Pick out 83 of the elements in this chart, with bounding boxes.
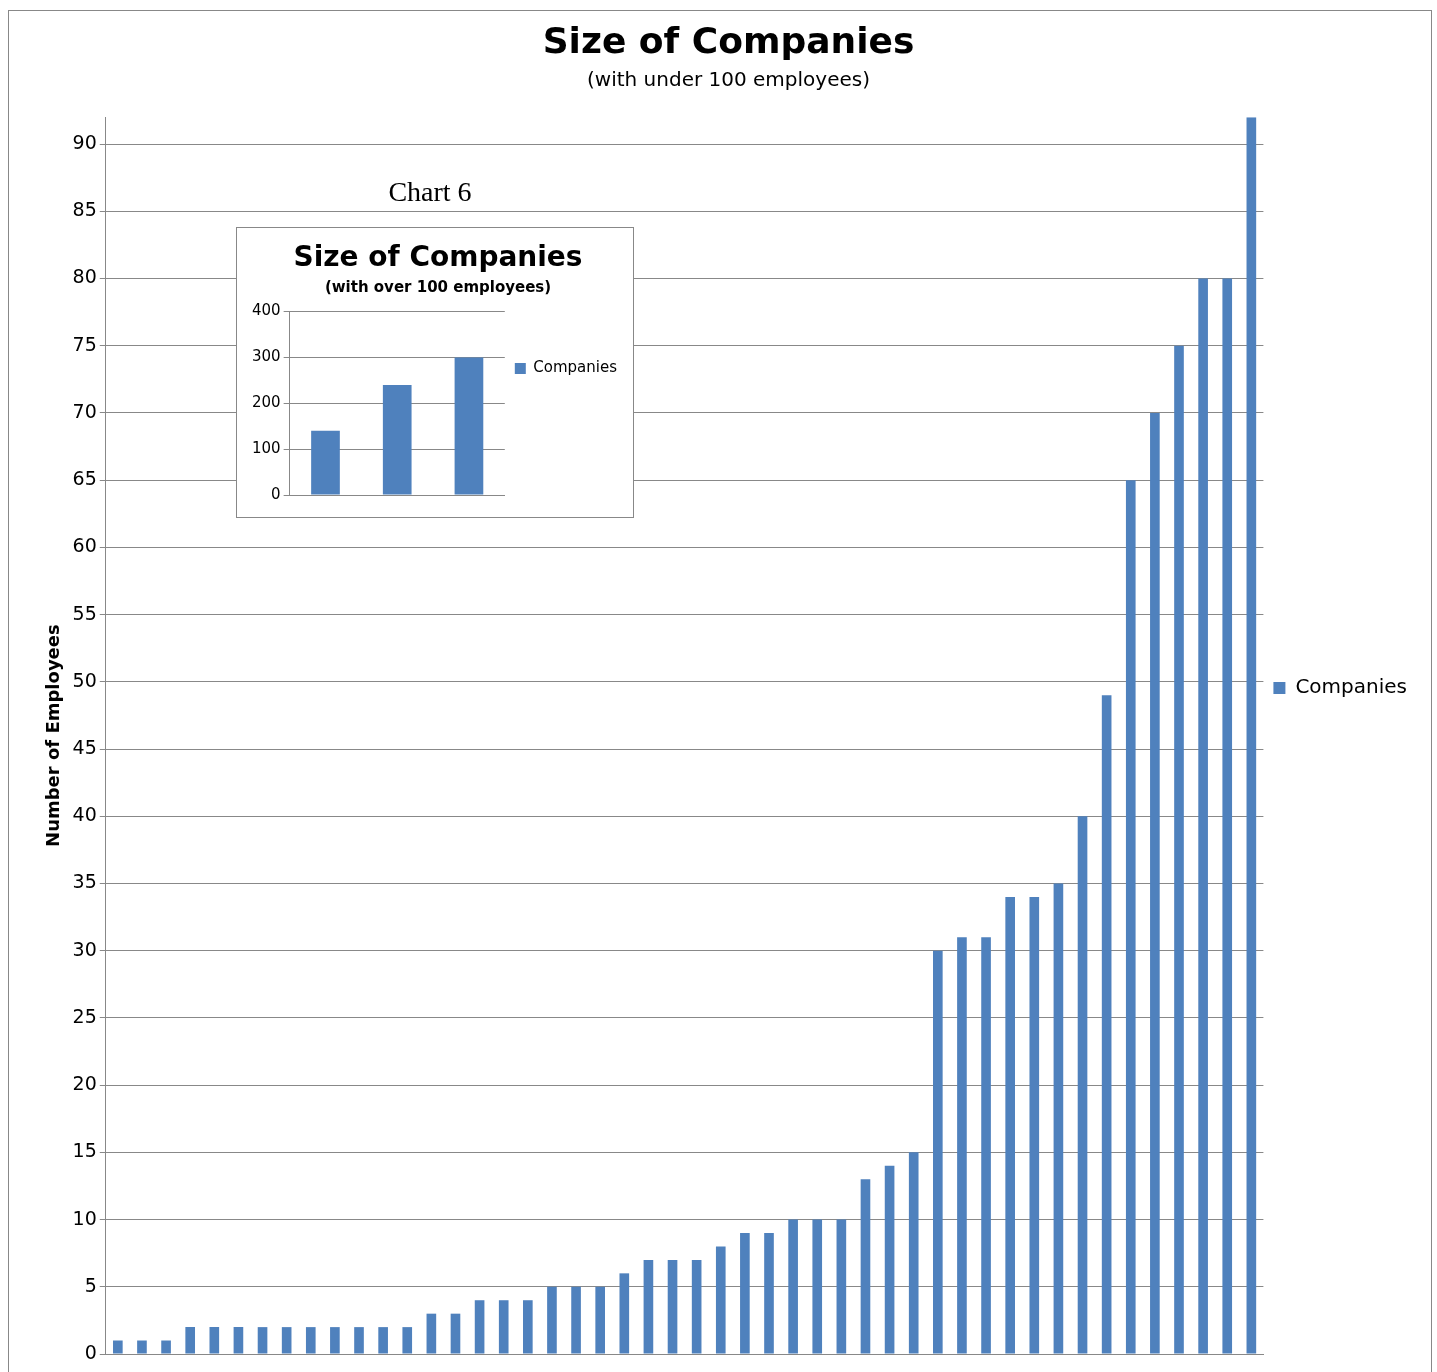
y-tick-label: 200 (251, 393, 281, 412)
y-tick-label: 70 (72, 399, 97, 422)
y-tick-label: 85 (72, 198, 97, 221)
bar (1150, 412, 1160, 1354)
bar (354, 1327, 364, 1354)
chart-subtitle: (with over 100 employees) (324, 278, 552, 297)
bar (137, 1340, 147, 1354)
bar (1222, 278, 1233, 1354)
y-tick-label: 75 (72, 332, 97, 355)
bar (547, 1286, 557, 1354)
y-tick-label: 400 (251, 301, 281, 320)
bar (788, 1219, 798, 1354)
bar (619, 1273, 630, 1354)
bar (474, 1300, 485, 1354)
bar (667, 1259, 678, 1354)
y-tick-label: 50 (72, 668, 97, 691)
y-tick-label: 15 (72, 1139, 97, 1162)
bar (1005, 896, 1015, 1354)
bar (402, 1327, 413, 1354)
bar (691, 1259, 702, 1354)
bar (764, 1233, 774, 1354)
bar (1174, 345, 1184, 1354)
chart-title: Size of Companies (293, 240, 583, 274)
bar (908, 1152, 919, 1354)
bar (1053, 883, 1064, 1354)
y-tick-label: 90 (72, 131, 97, 154)
chart-title: Size of Companies (542, 19, 915, 61)
bar (812, 1219, 823, 1354)
bar (1029, 896, 1040, 1354)
y-tick-label: 35 (72, 870, 97, 893)
bar (715, 1246, 726, 1354)
y-tick-label: 40 (72, 803, 97, 826)
bar (498, 1300, 509, 1354)
y-tick-label: 20 (72, 1072, 97, 1095)
y-tick-label: 100 (251, 439, 281, 458)
bar (378, 1327, 388, 1354)
y-tick-label: 5 (84, 1273, 97, 1296)
y-tick-label: 45 (72, 735, 97, 758)
y-tick-label: 30 (72, 937, 97, 960)
bar (1125, 480, 1136, 1354)
bar (281, 1327, 292, 1354)
y-tick-label: 55 (72, 601, 97, 624)
bar (933, 950, 943, 1354)
annotation: Chart 6 (387, 176, 473, 208)
y-tick-label: 0 (271, 484, 281, 503)
bar (571, 1286, 581, 1354)
legend-label: Companies (1295, 674, 1407, 699)
y-tick-label: 65 (72, 467, 97, 490)
y-tick-label: 10 (72, 1206, 97, 1229)
bar (1246, 117, 1257, 1354)
bar (185, 1327, 196, 1354)
bar (113, 1340, 123, 1354)
bar (382, 384, 412, 495)
bar (305, 1327, 316, 1354)
y-tick-label: 0 (84, 1340, 97, 1363)
bar (595, 1286, 606, 1354)
bar (161, 1340, 171, 1354)
chart-subtitle: (with under 100 employees) (587, 67, 870, 92)
legend-label: Companies (533, 358, 618, 377)
bar (523, 1300, 533, 1354)
bar (884, 1165, 895, 1354)
bar (209, 1327, 220, 1354)
bar (257, 1327, 268, 1354)
bar (233, 1327, 244, 1354)
bar (981, 937, 991, 1354)
bar (860, 1179, 871, 1354)
y-tick-label: 300 (251, 347, 281, 366)
y-tick-label: 60 (72, 534, 97, 557)
y-tick-label: 25 (72, 1004, 97, 1027)
bar (330, 1327, 340, 1354)
bar (1077, 816, 1088, 1354)
bar (1198, 278, 1208, 1354)
bar (426, 1313, 437, 1354)
y-axis-title: Number of Employees (42, 624, 64, 847)
bar (957, 937, 967, 1354)
bar (740, 1233, 750, 1354)
bar (454, 357, 484, 495)
bar (311, 430, 340, 495)
bar (1101, 695, 1112, 1354)
bar (836, 1219, 847, 1354)
bar (643, 1259, 654, 1354)
y-tick-label: 80 (72, 265, 97, 288)
bar (450, 1313, 461, 1354)
